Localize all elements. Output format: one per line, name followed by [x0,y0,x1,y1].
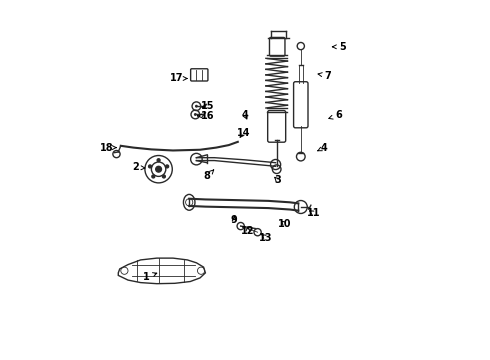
Circle shape [157,159,160,162]
Text: 10: 10 [278,219,292,229]
Text: 14: 14 [237,128,250,138]
Text: 2: 2 [132,162,145,172]
Circle shape [152,175,155,178]
Text: 8: 8 [204,170,214,181]
Text: 6: 6 [329,110,342,120]
Text: 5: 5 [333,42,345,52]
Text: 18: 18 [99,143,116,153]
Text: 12: 12 [241,226,255,236]
Text: 11: 11 [307,208,320,218]
Circle shape [163,175,165,178]
Circle shape [194,113,197,116]
Circle shape [148,165,151,168]
Text: 16: 16 [197,111,214,121]
Circle shape [195,105,198,108]
Text: 9: 9 [231,215,238,225]
Text: 17: 17 [170,73,187,84]
Text: 15: 15 [200,101,214,111]
Text: 7: 7 [318,71,331,81]
Circle shape [166,165,169,168]
Circle shape [156,166,162,172]
Text: 3: 3 [274,175,281,185]
Text: 4: 4 [242,110,248,120]
Text: 4: 4 [318,143,328,153]
Text: 13: 13 [259,233,272,243]
Text: 1: 1 [143,272,157,282]
